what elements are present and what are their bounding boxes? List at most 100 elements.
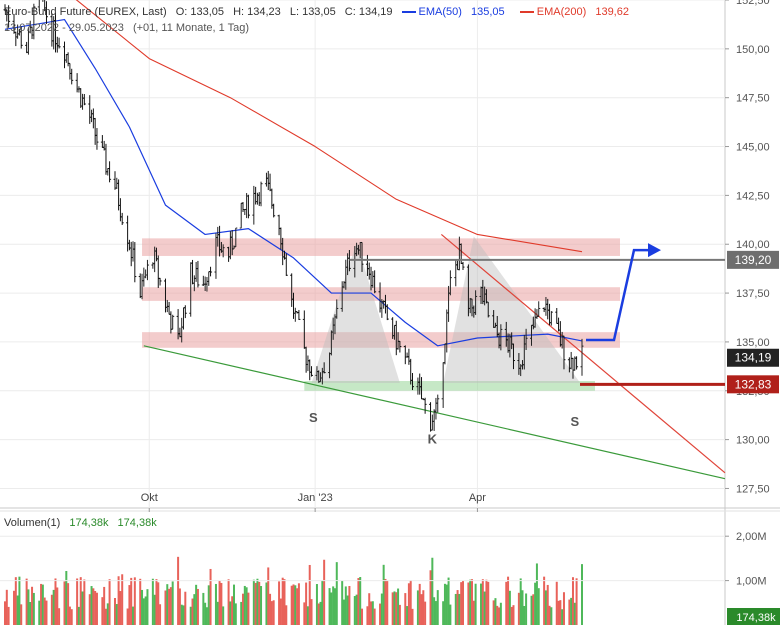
volume-value-2: 174,38k — [117, 517, 157, 529]
volume-bar — [142, 598, 145, 625]
volume-bar — [283, 579, 286, 625]
volume-bar — [499, 602, 502, 625]
volume-bar — [281, 577, 284, 625]
volume-bar — [139, 578, 142, 625]
price-tick-label: 127,50 — [736, 483, 770, 495]
volume-bar — [27, 589, 30, 625]
volume-bar — [492, 600, 495, 625]
date-range-legend: 13.07.2022 - 29.05.2023 (+01, 11 Monate,… — [4, 22, 255, 34]
volume-bar — [178, 588, 181, 625]
volume-bar — [382, 564, 385, 625]
volume-bar — [581, 564, 583, 625]
volume-bar — [571, 577, 574, 625]
volume-bar — [68, 606, 71, 625]
volume-bar — [272, 600, 275, 625]
volume-bar — [52, 589, 55, 625]
volume-bar — [184, 591, 187, 625]
volume-bar — [83, 579, 86, 625]
resistance-zone — [142, 287, 620, 301]
volume-tick-label: 2,00M — [736, 531, 767, 543]
volume-bar — [548, 605, 551, 625]
volume-bar — [16, 595, 19, 625]
volume-bar — [169, 587, 172, 625]
volume-bar — [395, 592, 398, 625]
volume-bar — [341, 580, 344, 625]
volume-bar — [117, 576, 120, 625]
volume-bar — [90, 586, 93, 625]
volume-bar — [88, 594, 91, 625]
volume-bar — [14, 577, 17, 625]
volume-bar — [416, 590, 419, 625]
volume-bar — [561, 609, 564, 625]
volume-bar — [305, 582, 308, 625]
volume-value-1: 174,38k — [69, 517, 109, 529]
volume-bar — [207, 585, 210, 625]
volume-bar — [265, 582, 268, 625]
volume-bar — [32, 592, 35, 625]
volume-bar — [546, 584, 549, 625]
volume-bar — [240, 601, 243, 625]
volume-bar — [483, 591, 486, 625]
right-shoulder-shade — [443, 236, 581, 383]
volume-bar — [130, 577, 133, 625]
volume-bar — [65, 570, 68, 625]
volume-bar — [126, 608, 129, 625]
volume-bar — [418, 583, 421, 625]
volume-bar — [317, 603, 320, 625]
volume-bar — [442, 601, 445, 625]
volume-bar — [573, 602, 576, 625]
volume-bars — [4, 556, 583, 625]
volume-bar — [371, 601, 374, 625]
volume-bar — [519, 578, 522, 625]
volume-bar — [191, 598, 194, 625]
volume-bar — [38, 600, 41, 625]
volume-bar — [512, 605, 515, 625]
volume-bar — [404, 593, 407, 625]
volume-bar — [474, 583, 477, 625]
volume-bar — [101, 597, 104, 625]
volume-bar — [386, 580, 389, 625]
volume-bar — [106, 603, 109, 625]
projection-arrow — [586, 248, 650, 342]
volume-bar — [557, 600, 560, 625]
volume-bar — [570, 597, 573, 625]
volume-bar — [247, 592, 250, 625]
volume-bar — [332, 586, 335, 625]
ema200-line — [75, 0, 583, 253]
volume-bar — [79, 577, 82, 625]
volume-bar — [467, 582, 470, 625]
volume-bar — [180, 604, 183, 625]
ema50-line — [4, 18, 583, 347]
volume-bar — [76, 578, 79, 625]
time-tick-label: Jan '23 — [298, 492, 333, 504]
volume-bar — [18, 576, 21, 625]
price-tick-label: 145,00 — [736, 142, 770, 154]
volume-bar — [409, 580, 412, 625]
volume-bar — [50, 594, 53, 625]
volume-bar — [231, 596, 234, 625]
volume-bar — [407, 583, 410, 625]
volume-bar — [461, 580, 464, 625]
volume-bar — [544, 590, 547, 625]
volume-bar — [530, 595, 533, 625]
volume-bar — [308, 564, 311, 625]
volume-bar — [92, 588, 95, 625]
volume-bar — [133, 577, 136, 625]
projection-arrow-head — [648, 243, 661, 258]
volume-bar — [258, 581, 261, 625]
price-bars — [3, 0, 584, 432]
price-tick-label: 140,00 — [736, 239, 770, 251]
price-tick-label: 152,50 — [736, 0, 770, 7]
last-price-label: 134,19 — [735, 351, 772, 365]
volume-bar — [260, 586, 263, 625]
volume-bar — [195, 584, 198, 625]
volume-bar — [45, 600, 48, 625]
volume-bar — [481, 579, 484, 625]
volume-bar — [471, 579, 474, 625]
volume-bar — [485, 579, 488, 625]
volume-bar — [517, 592, 520, 625]
volume-bar — [40, 583, 43, 625]
volume-bar — [310, 599, 313, 625]
pattern-label: S — [309, 410, 318, 425]
